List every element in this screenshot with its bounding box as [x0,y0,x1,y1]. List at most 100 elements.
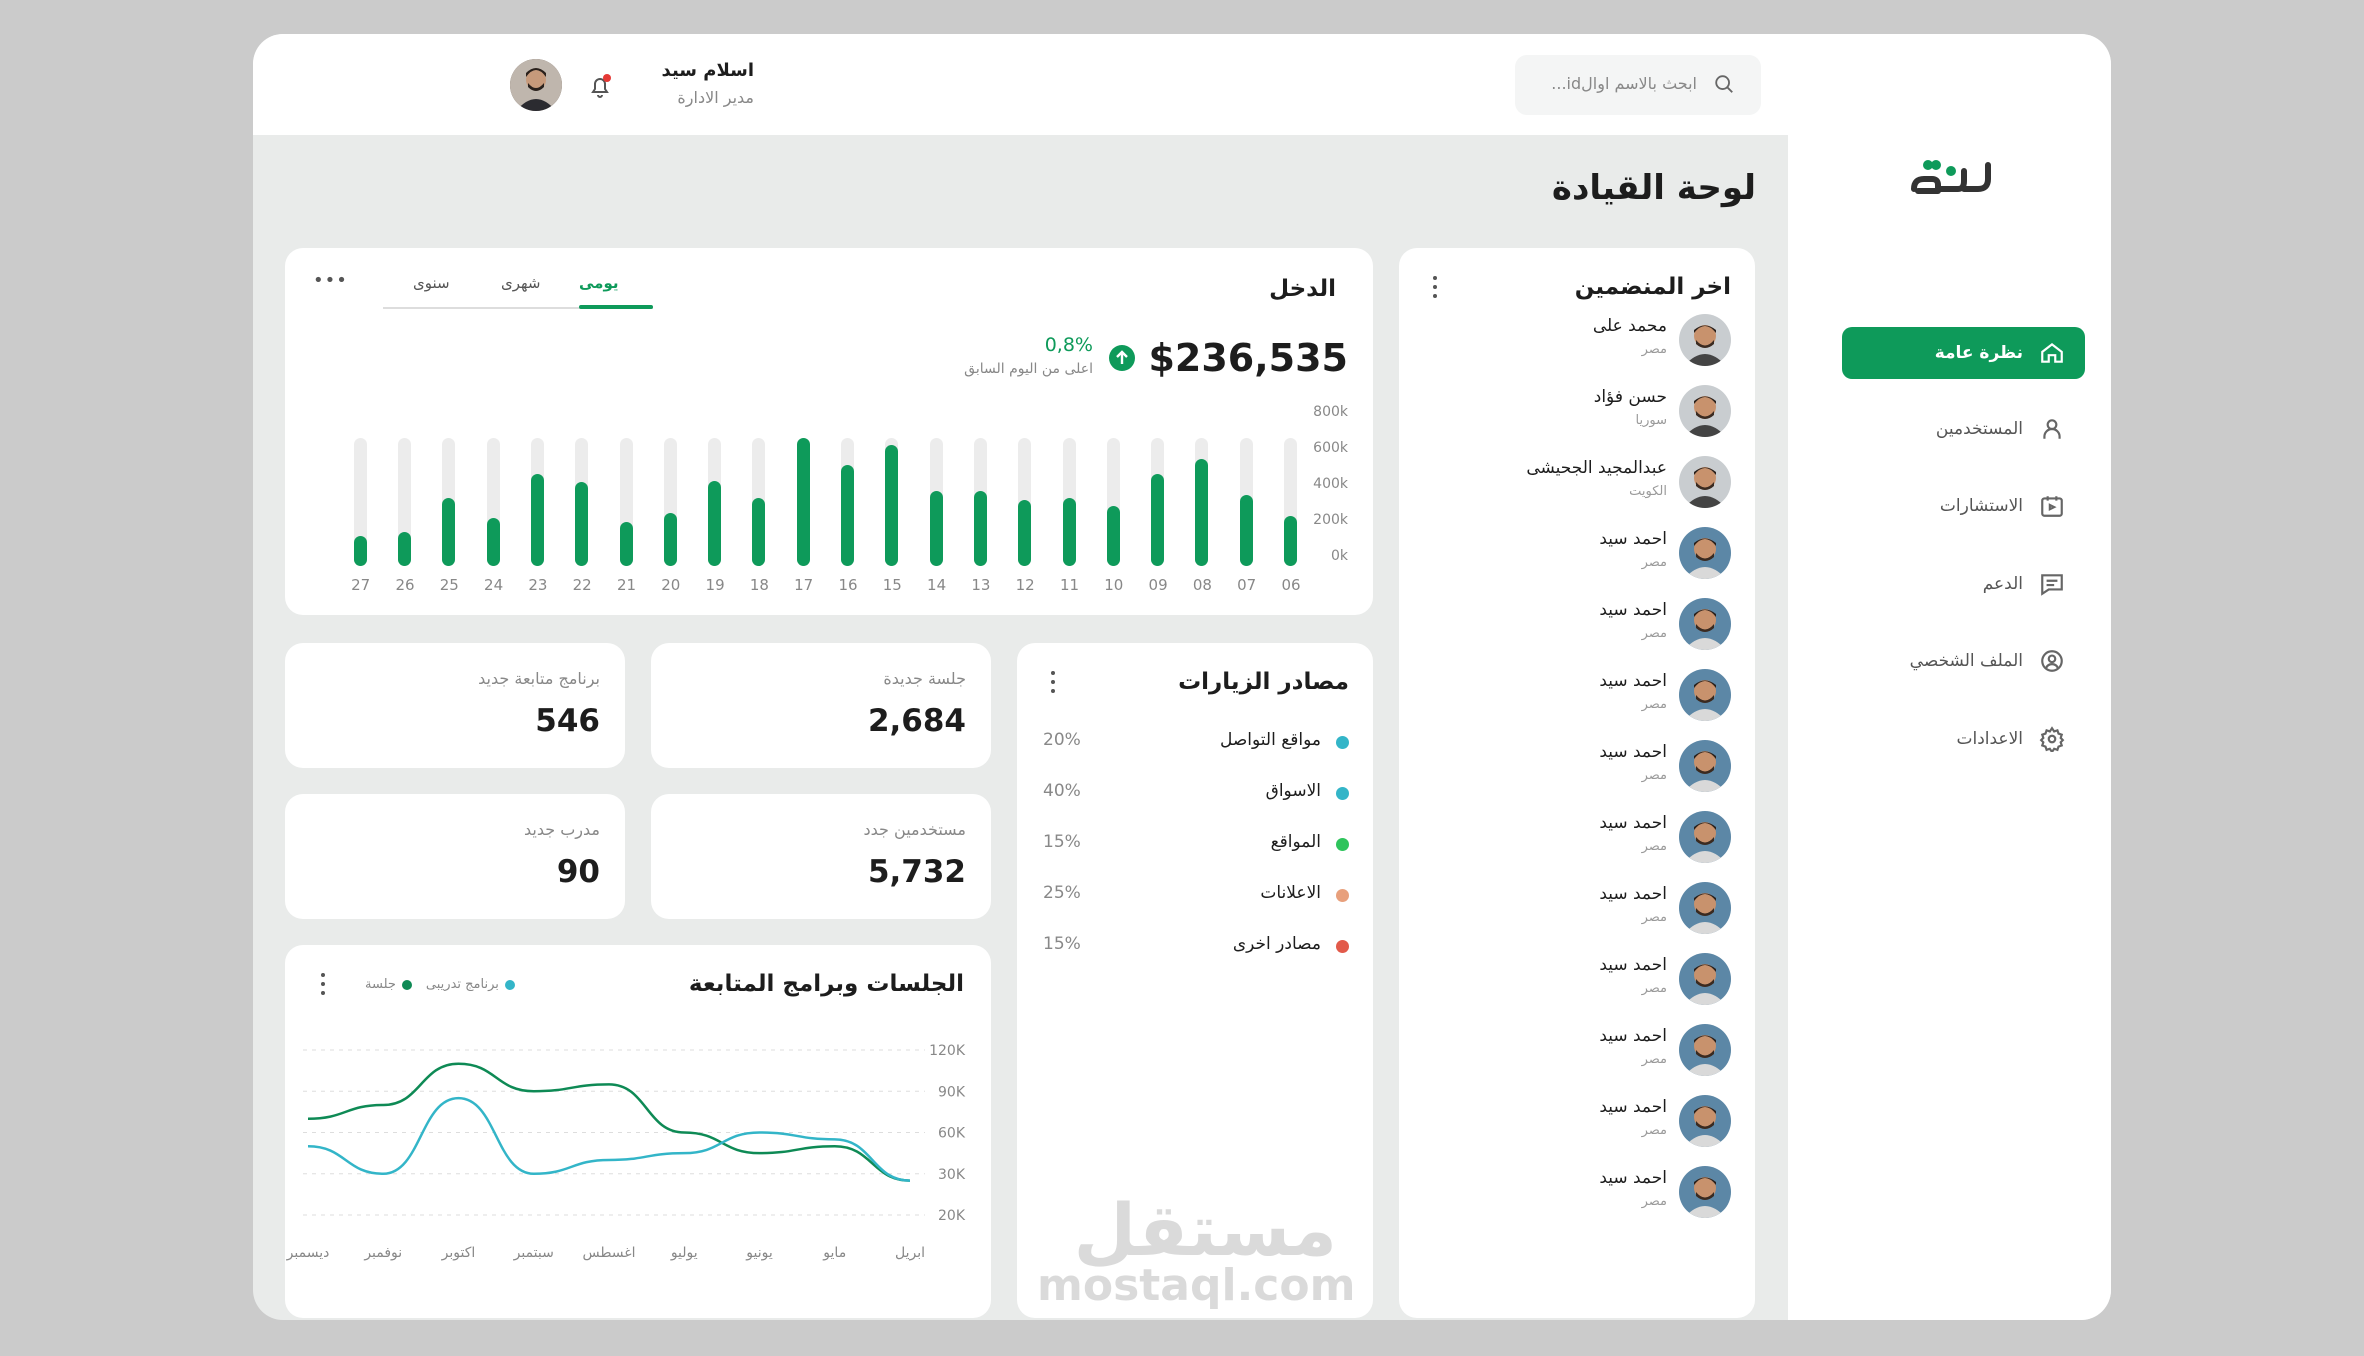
x-tick-label: 06 [1281,576,1301,594]
sidebar-item-users[interactable]: المستخدمين [1842,403,2085,455]
sessions-card: الجلسات وبرامج المتابعة برنامج تدريبى جل… [285,945,991,1318]
user-name: اسلام سيد [661,60,754,81]
y-tick-label: 30K [938,1167,966,1183]
bar[interactable] [1106,505,1120,566]
member-row[interactable]: احمد سيد مصر [1471,1091,1731,1151]
member-row[interactable]: احمد سيد مصر [1471,807,1731,867]
visit-source-row: مواقع التواصل 20% [1043,728,1349,758]
bar[interactable] [885,445,899,566]
bar[interactable] [353,535,367,566]
member-row[interactable]: احمد سيد مصر [1471,1020,1731,1080]
bar[interactable] [663,512,677,566]
member-row[interactable]: احمد سيد مصر [1471,523,1731,583]
stat-card-new-users: مستخدمين جدد 5,732 [651,794,991,919]
notification-bell-icon[interactable] [585,71,615,101]
bar[interactable] [1284,516,1297,566]
x-tick-label: 19 [705,576,725,594]
income-change-note: اعلى من اليوم السابق [964,361,1093,377]
tab-daily[interactable]: يومى [579,274,619,292]
stat-card-new-program: برنامج متابعة جديد 546 [285,643,625,768]
stat-label: مدرب جديد [524,820,600,839]
y-tick-label: 800k [1313,404,1348,420]
member-avatar [1679,1095,1731,1147]
bar[interactable] [530,473,544,566]
search-input[interactable]: ابحث بالاسم اوالid... [1551,74,1697,93]
chat-icon [2041,574,2063,596]
bar[interactable] [841,464,854,566]
gear-icon [2039,726,2065,752]
sidebar-item-support[interactable]: الدعم [1842,558,2085,610]
x-tick-label: اكتوبر [441,1245,476,1261]
income-more-icon[interactable]: ••• [313,270,348,291]
member-avatar [1679,1166,1731,1218]
member-name: احمد سيد [1599,671,1667,691]
member-row[interactable]: احمد سيد مصر [1471,878,1731,938]
search-box[interactable]: ابحث بالاسم اوالid... [1515,55,1761,115]
tab-monthly[interactable]: شهرى [501,274,541,292]
sessions-more-icon[interactable] [320,973,326,995]
member-row[interactable]: احمد سيد مصر [1471,594,1731,654]
x-tick-label: 13 [971,576,991,594]
member-row[interactable]: عبدالمجيد الجحيشى الكويت [1471,452,1731,512]
visit-source-percent: 25% [1043,883,1081,903]
visits-title: مصادر الزيارات [1178,669,1349,695]
member-country: الكويت [1629,484,1667,499]
sidebar-item-settings[interactable]: الاعدادات [1842,713,2085,765]
series-line-programs[interactable] [307,1096,911,1182]
top-bar: ابحث بالاسم اوالid... اسلام سيد مدير الا… [253,34,2111,135]
bar[interactable] [973,491,987,566]
bar[interactable] [575,482,589,566]
consult-icon [2041,496,2063,517]
sidebar-item-overview[interactable]: نظرة عامة [1842,327,2085,379]
member-row[interactable]: محمد على مصر [1471,310,1731,370]
bar[interactable] [929,491,943,566]
series-line-sessions[interactable] [307,1062,911,1182]
stat-value: 90 [556,854,600,890]
bar[interactable] [442,498,456,566]
bar[interactable] [1151,473,1165,566]
visit-source-percent: 20% [1043,730,1081,750]
member-row[interactable]: احمد سيد مصر [1471,949,1731,1009]
visit-source-dot [1336,838,1349,851]
stat-card-new-trainer: مدرب جديد 90 [285,794,625,919]
member-row[interactable]: حسن فؤاد سوريا [1471,381,1731,441]
member-row[interactable]: احمد سيد مصر [1471,736,1731,796]
tab-yearly[interactable]: سنوى [413,274,450,292]
member-name: حسن فؤاد [1593,387,1667,407]
member-row[interactable]: احمد سيد مصر [1471,665,1731,725]
bar[interactable] [1062,498,1076,566]
bar[interactable] [1195,459,1209,566]
legend-dot [401,979,412,990]
visits-more-icon[interactable] [1050,671,1056,693]
x-tick-label: 12 [1015,576,1035,594]
sidebar: نظرة عامة المستخدمين الاستشارات الدعم ال… [1788,135,2111,1320]
bar[interactable] [398,532,411,566]
bar[interactable] [1239,494,1253,566]
sidebar-item-consultations[interactable]: الاستشارات [1842,480,2085,532]
bar[interactable] [708,480,722,566]
x-tick-label: ديسمبر [286,1245,330,1261]
income-change: 0,8% [1044,334,1093,356]
bar[interactable] [752,498,766,566]
user-avatar[interactable] [510,59,562,111]
arrow-up-icon [1109,345,1135,371]
sidebar-item-profile[interactable]: الملف الشخصي [1842,635,2085,687]
x-tick-label: مايو [822,1245,846,1261]
visit-sources-card: مصادر الزيارات مواقع التواصل 20% الاسواق 40… [1017,643,1373,1318]
bar[interactable] [486,518,500,566]
member-country: مصر [1641,342,1667,357]
bar[interactable] [1018,500,1032,566]
member-row[interactable]: احمد سيد مصر [1471,1162,1731,1222]
sidebar-item-label: الدعم [1982,574,2023,594]
member-avatar [1679,953,1731,1005]
brand-logo[interactable] [1906,153,2006,203]
app-frame: ابحث بالاسم اوالid... اسلام سيد مدير الا… [253,34,2111,1320]
visit-source-row: مصادر اخرى 15% [1043,932,1349,962]
visit-source-dot [1336,940,1349,953]
member-country: مصر [1641,1123,1667,1138]
bar[interactable] [796,438,810,566]
bar[interactable] [619,521,633,566]
members-more-icon[interactable] [1432,276,1438,298]
y-tick-label: 60K [938,1126,966,1142]
visit-source-row: الاعلانات 25% [1043,881,1349,911]
